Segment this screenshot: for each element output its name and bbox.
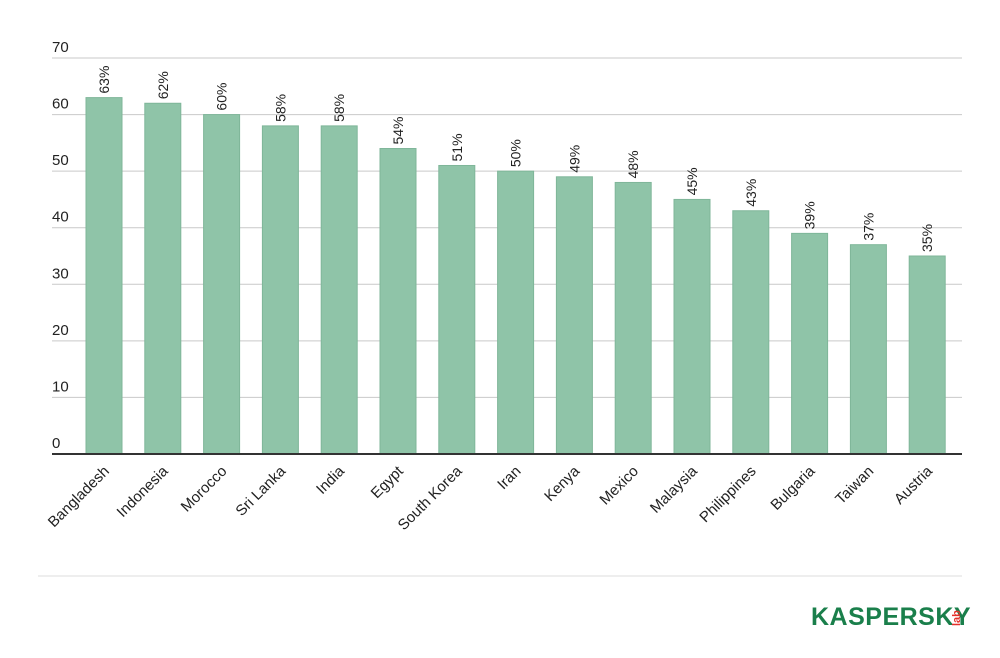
y-tick-label: 20: [52, 322, 69, 339]
x-tick-label: Bangladesh: [45, 463, 113, 531]
x-tick-label: Bulgaria: [767, 462, 818, 513]
bar: [438, 164, 476, 455]
x-tick-label: India: [313, 462, 348, 497]
data-label: 39%: [802, 201, 818, 229]
x-tick-label: Malaysia: [647, 462, 701, 516]
x-tick-label: Taiwan: [832, 463, 877, 508]
data-label: 58%: [331, 94, 347, 122]
bar: [673, 198, 711, 455]
bar: [849, 244, 887, 455]
bar: [144, 102, 182, 455]
bar: [555, 176, 593, 455]
x-tick-label: Kenya: [541, 462, 584, 505]
y-tick-label: 60: [52, 96, 69, 113]
y-tick-label: 50: [52, 152, 69, 169]
data-label: 37%: [860, 213, 876, 241]
x-tick-label: Indonesia: [114, 462, 172, 520]
logo-suffix: lab: [951, 610, 963, 626]
x-tick-label: Mexico: [596, 463, 642, 509]
x-tick-label: Sri Lanka: [232, 462, 289, 519]
data-label: 62%: [155, 71, 171, 99]
x-axis-categories: Bangladesh Indonesia Morocco Sri Lanka India…: [45, 462, 937, 534]
x-tick-label: South Korea: [395, 462, 466, 533]
data-label: 35%: [919, 224, 935, 252]
y-tick-label: 70: [52, 39, 69, 56]
x-tick-label: Morocco: [178, 463, 231, 516]
data-label: 54%: [390, 116, 406, 144]
y-axis-ticks: 0 10 20 30 40 50 60 70: [52, 39, 69, 452]
data-label: 60%: [214, 83, 230, 111]
y-tick-label: 10: [52, 378, 69, 395]
x-tick-label: Iran: [494, 463, 524, 493]
bar: [614, 181, 652, 455]
data-label: 49%: [566, 145, 582, 173]
y-tick-label: 40: [52, 209, 69, 226]
x-tick-label: Philippines: [696, 463, 759, 526]
logo-wordmark: KASPERSKY: [811, 603, 971, 631]
y-tick-label: 0: [52, 435, 60, 452]
bar: [791, 232, 829, 455]
data-label: 58%: [272, 94, 288, 122]
bar: [203, 114, 241, 455]
x-tick-label: Egypt: [368, 462, 408, 502]
bars: [85, 97, 946, 455]
data-label: 43%: [743, 179, 759, 207]
data-label: 48%: [625, 150, 641, 178]
bar: [379, 148, 417, 455]
y-tick-label: 30: [52, 265, 69, 282]
bar: [320, 125, 358, 455]
data-label: 45%: [684, 167, 700, 195]
bar: [908, 255, 946, 455]
bar: [261, 125, 299, 455]
data-labels: 63% 62% 60% 58% 58% 54% 51% 50% 49% 48% 45% 43% 39% 3…: [96, 66, 935, 252]
data-label: 63%: [96, 66, 112, 94]
bar: [497, 170, 535, 455]
x-tick-label: Austria: [891, 462, 936, 507]
data-label: 50%: [508, 139, 524, 167]
bar: [732, 210, 770, 455]
bar: [85, 97, 123, 455]
data-label: 51%: [449, 133, 465, 161]
kaspersky-lab-logo: KASPERSKY lab: [811, 603, 971, 631]
